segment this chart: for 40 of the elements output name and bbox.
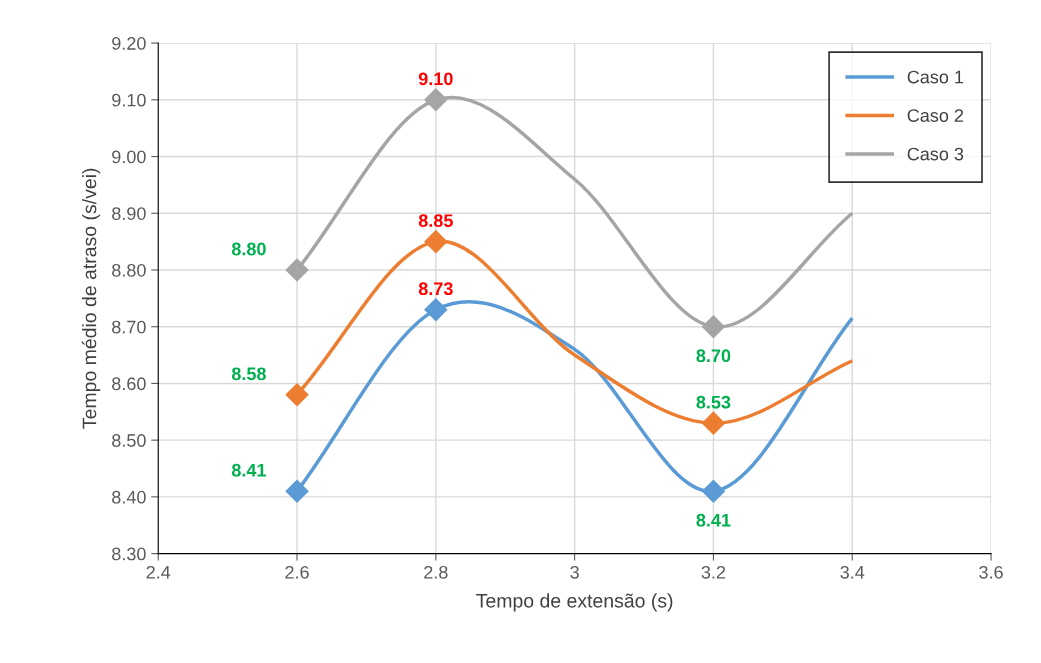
- y-tick-label: 8.60: [112, 377, 146, 391]
- point: [424, 298, 448, 322]
- point: [285, 383, 309, 407]
- point: [285, 479, 309, 503]
- y-tick-label: 8.30: [112, 547, 146, 561]
- data-label: 8.41: [231, 463, 266, 477]
- point: [424, 88, 448, 112]
- x-tick-label: 3.6: [979, 565, 1003, 579]
- point: [424, 230, 448, 254]
- x-tick-label: 3: [570, 565, 579, 579]
- y-axis-title: Tempo médio de atraso (s/vei): [81, 168, 101, 429]
- data-label: 8.73: [418, 282, 453, 296]
- y-tick-label: 9.00: [112, 150, 146, 164]
- data-label: 8.85: [418, 214, 453, 228]
- y-tick-label: 9.10: [112, 93, 146, 107]
- y-tick-label: 8.70: [112, 320, 146, 334]
- y-tick-label: 8.50: [112, 434, 146, 447]
- y-tick-label: 8.80: [112, 263, 146, 277]
- data-label: 8.80: [231, 242, 266, 256]
- data-label: 8.58: [231, 367, 266, 381]
- legend-label: Caso 2: [907, 109, 964, 122]
- point: [701, 315, 725, 339]
- x-tick-label: 3.2: [701, 565, 726, 579]
- point: [285, 258, 309, 282]
- data-label: 8.53: [696, 395, 731, 409]
- data-label: 9.10: [418, 72, 453, 86]
- point: [701, 479, 725, 503]
- x-axis-title: Tempo de extensão (s): [476, 593, 673, 612]
- legend-label: Caso 3: [907, 147, 964, 161]
- x-tick-label: 2.6: [285, 565, 309, 579]
- data-label: 8.70: [696, 349, 731, 363]
- y-tick-label: 9.20: [112, 37, 146, 50]
- x-tick-label: 2.8: [424, 565, 448, 579]
- y-tick-label: 8.90: [112, 207, 146, 220]
- legend-label: Caso 1: [907, 70, 964, 84]
- data-label: 8.41: [696, 513, 731, 527]
- x-tick-label: 2.4: [146, 565, 171, 579]
- point: [701, 411, 725, 435]
- y-tick-label: 8.40: [112, 490, 146, 504]
- x-tick-label: 3.4: [840, 565, 865, 579]
